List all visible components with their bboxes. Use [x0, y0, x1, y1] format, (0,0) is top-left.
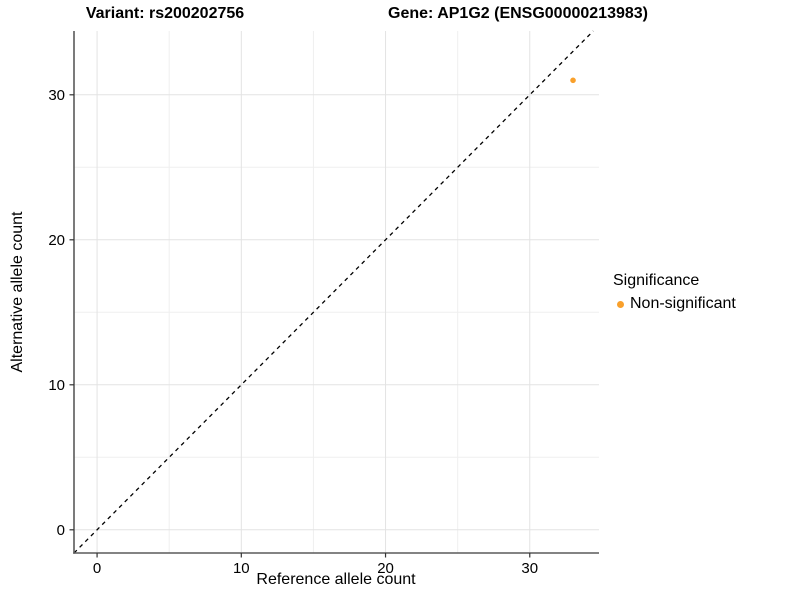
legend-point-icon	[617, 300, 624, 308]
gridlines-minor	[74, 31, 599, 553]
plot-title-gene: Gene: AP1G2 (ENSG00000213983)	[388, 5, 648, 22]
y-axis-title: Alternative allele count	[9, 211, 26, 373]
legend-title: Significance	[613, 272, 700, 289]
axis-lines	[73, 31, 599, 554]
identity-reference-line	[73, 30, 594, 554]
y-tick-label: 10	[48, 377, 65, 394]
legend: Significance Non-significant	[613, 272, 736, 313]
tick-marks	[69, 94, 531, 558]
legend-item: Non-significant	[613, 295, 736, 313]
tick-labels: 0 10 20 30 0 10 20 30	[48, 87, 538, 577]
gridlines-major	[74, 31, 599, 553]
data-points	[570, 77, 576, 84]
y-tick-label: 20	[48, 232, 65, 249]
x-tick-label: 20	[377, 560, 394, 577]
data-point	[570, 77, 576, 84]
legend-item-label: Non-significant	[630, 295, 736, 312]
x-tick-label: 0	[93, 560, 101, 577]
y-tick-label: 0	[57, 522, 65, 539]
x-axis-title: Reference allele count	[256, 571, 416, 588]
x-tick-label: 30	[521, 560, 538, 577]
x-tick-label: 10	[233, 560, 250, 577]
plot-title-variant: Variant: rs200202756	[85, 5, 245, 22]
y-tick-label: 30	[48, 87, 65, 104]
